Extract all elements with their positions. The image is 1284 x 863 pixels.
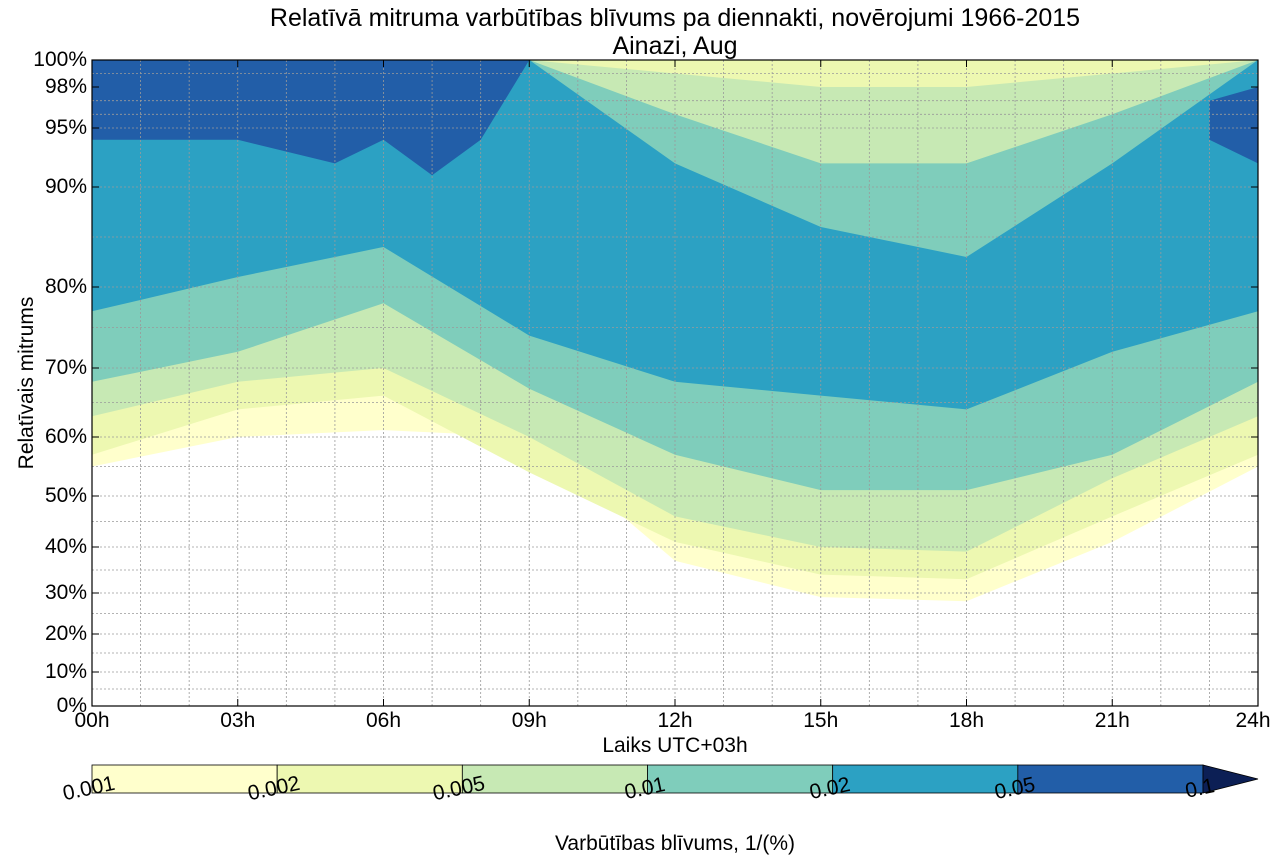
y-tick-label: 80% [44, 275, 87, 298]
y-tick-label: 100% [33, 48, 87, 71]
y-tick-label: 70% [44, 356, 87, 379]
contour-band-6 [92, 60, 530, 176]
colorbar [91, 764, 1259, 794]
y-tick-label: 95% [44, 116, 87, 139]
colorbar-segment [461, 764, 648, 794]
y-tick-label: 60% [44, 425, 87, 448]
y-tick-label: 10% [44, 660, 87, 683]
x-tick-label: 03h [220, 709, 256, 732]
tick-marks [91, 59, 1259, 707]
chart-subtitle: Ainazi, Aug [612, 32, 738, 60]
x-tick-label: 12h [657, 709, 693, 732]
y-tick-label: 40% [44, 535, 87, 558]
y-tick-label: 50% [44, 484, 87, 507]
contour-band-5 [92, 60, 1258, 410]
x-tick-label: 09h [511, 709, 547, 732]
x-axis-label: Laiks UTC+03h [602, 734, 748, 757]
colorbar-segment [1017, 764, 1204, 794]
x-tick-label: 24h [1235, 709, 1271, 732]
contour-band-7 [1209, 87, 1258, 164]
x-tick-label: 06h [365, 709, 402, 732]
y-tick-label: 90% [44, 175, 87, 198]
y-tick-label: 0% [56, 694, 87, 717]
x-tick-label: 15h [803, 709, 839, 732]
colorbar-label: Varbūtības blīvums, 1/(%) [554, 832, 796, 855]
x-tick-label: 00h [74, 709, 110, 732]
y-tick-label: 20% [44, 622, 87, 645]
y-tick-label: 98% [44, 75, 87, 98]
colorbar-segment [647, 764, 834, 794]
y-tick-label: 30% [44, 581, 87, 604]
colorbar-extend-arrow [1202, 764, 1259, 794]
colorbar-segment [276, 764, 463, 794]
colorbar-segment [832, 764, 1019, 794]
x-tick-label: 21h [1094, 709, 1130, 732]
chart-title: Relatīvā mitruma varbūtības blīvums pa d… [269, 4, 1081, 32]
x-tick-label: 18h [948, 709, 985, 732]
